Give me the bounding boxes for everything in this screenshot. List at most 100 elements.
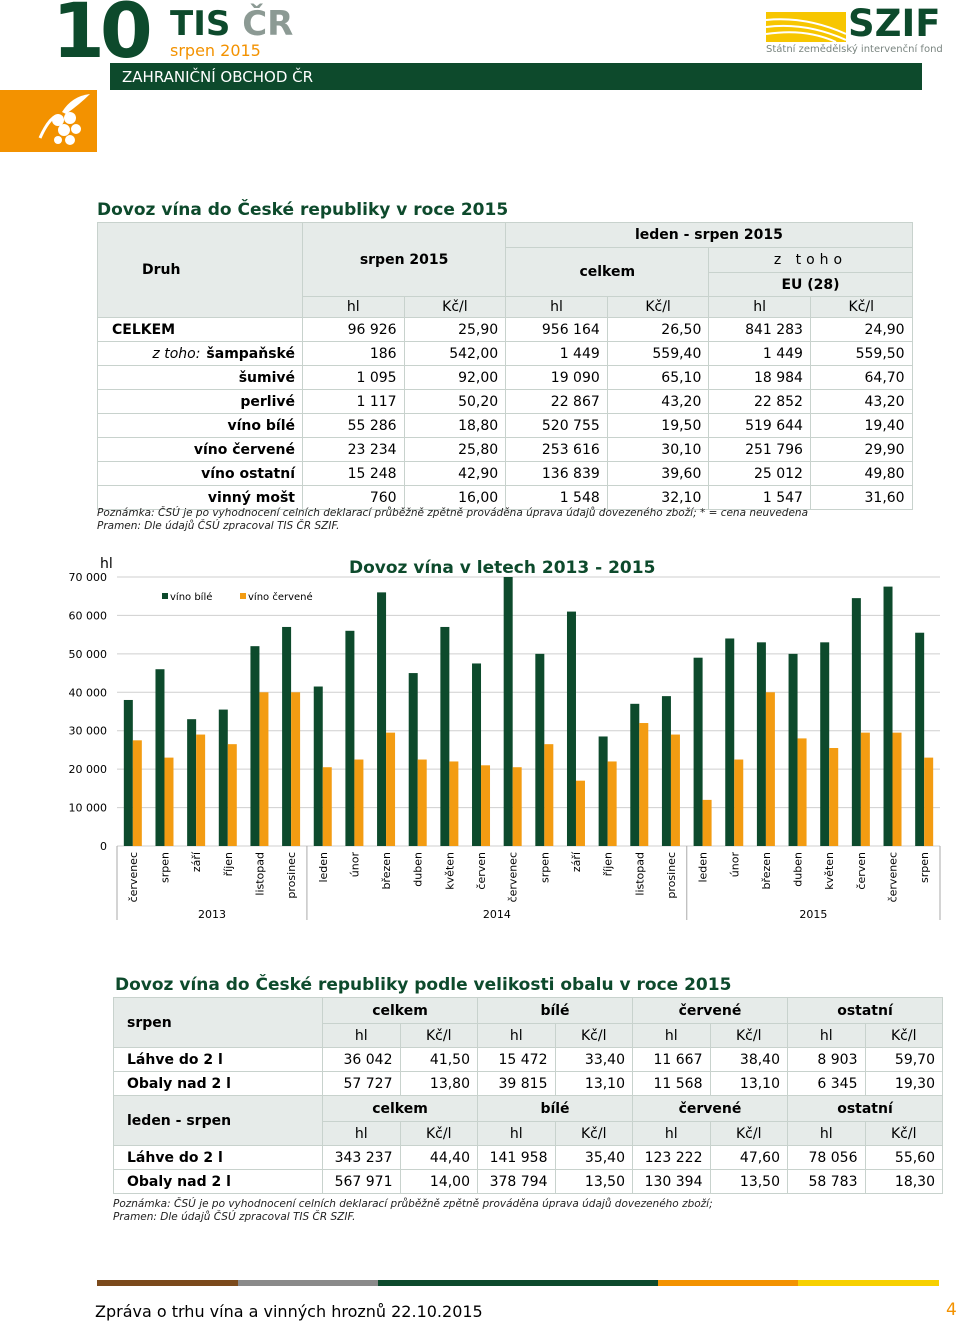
header-row: EU (28) — [98, 272, 913, 297]
unit-cell: Kč/l — [554, 1023, 633, 1048]
bar — [639, 723, 649, 846]
bar — [196, 734, 206, 846]
group-header: bílé — [477, 1095, 633, 1122]
header-cell: EU (28) — [708, 272, 913, 297]
cell: 96 926 — [302, 317, 405, 342]
data-row: víno červené 23 234 25,80 253 616 30,10 251 7… — [97, 437, 913, 462]
table-wrap: srpen celkem bílé červené ostatní hl Kč/l hl Kč/… — [113, 997, 943, 1194]
cell: 542,00 — [403, 341, 507, 366]
header-cell: leden - srpen 2015 — [505, 222, 913, 248]
cell: 43,20 — [606, 389, 710, 414]
bar — [155, 669, 165, 846]
group-header: červené — [632, 997, 788, 1024]
y-tick-label: 60 000 — [69, 609, 108, 622]
row-label: z toho: šampaňské — [97, 341, 303, 366]
cell: 49,80 — [809, 461, 913, 486]
cell: 50,20 — [403, 389, 507, 414]
cell: 6 345 — [787, 1071, 866, 1096]
cell: 55,60 — [864, 1145, 943, 1170]
data-row: Obaly nad 2 l 57 727 13,80 39 815 13,10 11 56… — [113, 1071, 943, 1096]
bar — [598, 736, 608, 846]
chart: Dovoz vína v letech 2013 - 2015 hl 0 10 000… — [69, 556, 941, 921]
cell: 44,40 — [399, 1145, 478, 1170]
cell: 841 283 — [708, 317, 811, 342]
cell: 64,70 — [809, 365, 913, 390]
unit-cell: Kč/l — [864, 1023, 943, 1048]
bar — [765, 692, 775, 846]
legend-swatch — [240, 593, 246, 599]
table-title: Dovoz vína do České republiky v roce 201… — [97, 200, 509, 220]
unit-cell: hl — [322, 1121, 401, 1146]
cell: 16,00 — [403, 485, 507, 510]
cell: 33,40 — [554, 1047, 633, 1072]
row-label-text: víno červené — [193, 441, 295, 458]
note: Poznámka: ČSÚ je po vyhodnocení celních … — [97, 507, 809, 519]
package-table: srpen celkem bílé červené ostatní hl Kč/l hl Kč/… — [113, 997, 943, 1194]
bar — [670, 734, 680, 846]
bar — [322, 767, 332, 846]
x-tick-label: srpen — [538, 852, 551, 883]
x-tick-label: srpen — [918, 852, 931, 883]
unit-cell: Kč/l — [399, 1023, 478, 1048]
bar — [440, 626, 450, 846]
y-tick-label: 70 000 — [69, 571, 108, 584]
bar — [797, 738, 807, 846]
bar — [123, 699, 133, 846]
brand: TIS — [170, 4, 231, 44]
data-row: šumivé 1 095 92,00 19 090 65,10 18 984 64,70 — [97, 365, 913, 390]
legend-label: víno červené — [248, 591, 313, 603]
cell: 1 547 — [708, 485, 811, 510]
y-tick-label: 10 000 — [69, 802, 108, 815]
y-tick-label: 30 000 — [69, 725, 108, 738]
header-row: hl Kč/l hl Kč/l hl Kč/l hl Kč/l — [114, 1023, 943, 1048]
data-row: vinný mošt 760 16,00 1 548 32,10 1 547 31,60 — [97, 485, 913, 510]
bar — [282, 626, 292, 846]
unit-cell: Kč/l — [709, 1121, 788, 1146]
cell: 57 727 — [322, 1071, 401, 1096]
source: Pramen: Dle údajů ČSÚ zpracoval TIS ČR S… — [97, 520, 340, 532]
group-header: ostatní — [787, 1095, 943, 1122]
block-label: leden - srpen — [113, 1095, 323, 1146]
bar — [535, 653, 545, 846]
table-wrap: Druh srpen 2015 leden - srpen 2015 celkem z … — [97, 222, 913, 510]
x-tick-label: prosinec — [285, 852, 298, 899]
header-row: hl Kč/l hl Kč/l hl Kč/l — [98, 296, 913, 318]
bar — [218, 709, 228, 846]
cell: 1 548 — [505, 485, 608, 510]
issue-number: 10 — [52, 0, 153, 75]
cell: 519 644 — [708, 413, 811, 438]
unit-cell: Kč/l — [403, 296, 507, 318]
cell: 30,10 — [606, 437, 710, 462]
x-tick-label: prosinec — [665, 852, 678, 899]
bar — [566, 611, 576, 846]
bar — [345, 630, 355, 846]
x-tick-label: červenec — [127, 852, 140, 902]
legend-swatch — [162, 593, 168, 599]
cell: 58 783 — [787, 1169, 866, 1194]
bar — [313, 686, 323, 846]
header-row: srpen celkem bílé červené ostatní — [113, 997, 943, 1048]
x-tick-label: listopad — [633, 852, 646, 896]
bar — [377, 592, 387, 846]
cell: 15 248 — [302, 461, 405, 486]
note: Poznámka: ČSÚ je po vyhodnocení celních … — [113, 1198, 713, 1210]
group-header: celkem — [322, 1095, 478, 1122]
data-row: CELKEM 96 926 25,90 956 164 26,50 841 283 24,9… — [97, 317, 913, 342]
cell: 65,10 — [606, 365, 710, 390]
cell: 19,40 — [809, 413, 913, 438]
bar — [924, 757, 934, 846]
cell: 15 472 — [477, 1047, 556, 1072]
group-label: 2015 — [799, 908, 827, 921]
data-row: Láhve do 2 l 36 042 41,50 15 472 33,40 11 667… — [113, 1047, 943, 1072]
x-tick-label: únor — [728, 852, 741, 878]
data-row: víno ostatní 15 248 42,90 136 839 39,60 25 01… — [97, 461, 913, 486]
cell: 13,10 — [709, 1071, 788, 1096]
cell: 43,20 — [809, 389, 913, 414]
x-tick-label: únor — [348, 852, 361, 878]
cell: 567 971 — [322, 1169, 401, 1194]
header-row: hl Kč/l hl Kč/l hl Kč/l hl Kč/l — [114, 1121, 943, 1146]
cell: 25,80 — [403, 437, 507, 462]
cell: 42,90 — [403, 461, 507, 486]
cell: 26,50 — [606, 317, 710, 342]
issue-date: srpen 2015 — [170, 41, 261, 60]
